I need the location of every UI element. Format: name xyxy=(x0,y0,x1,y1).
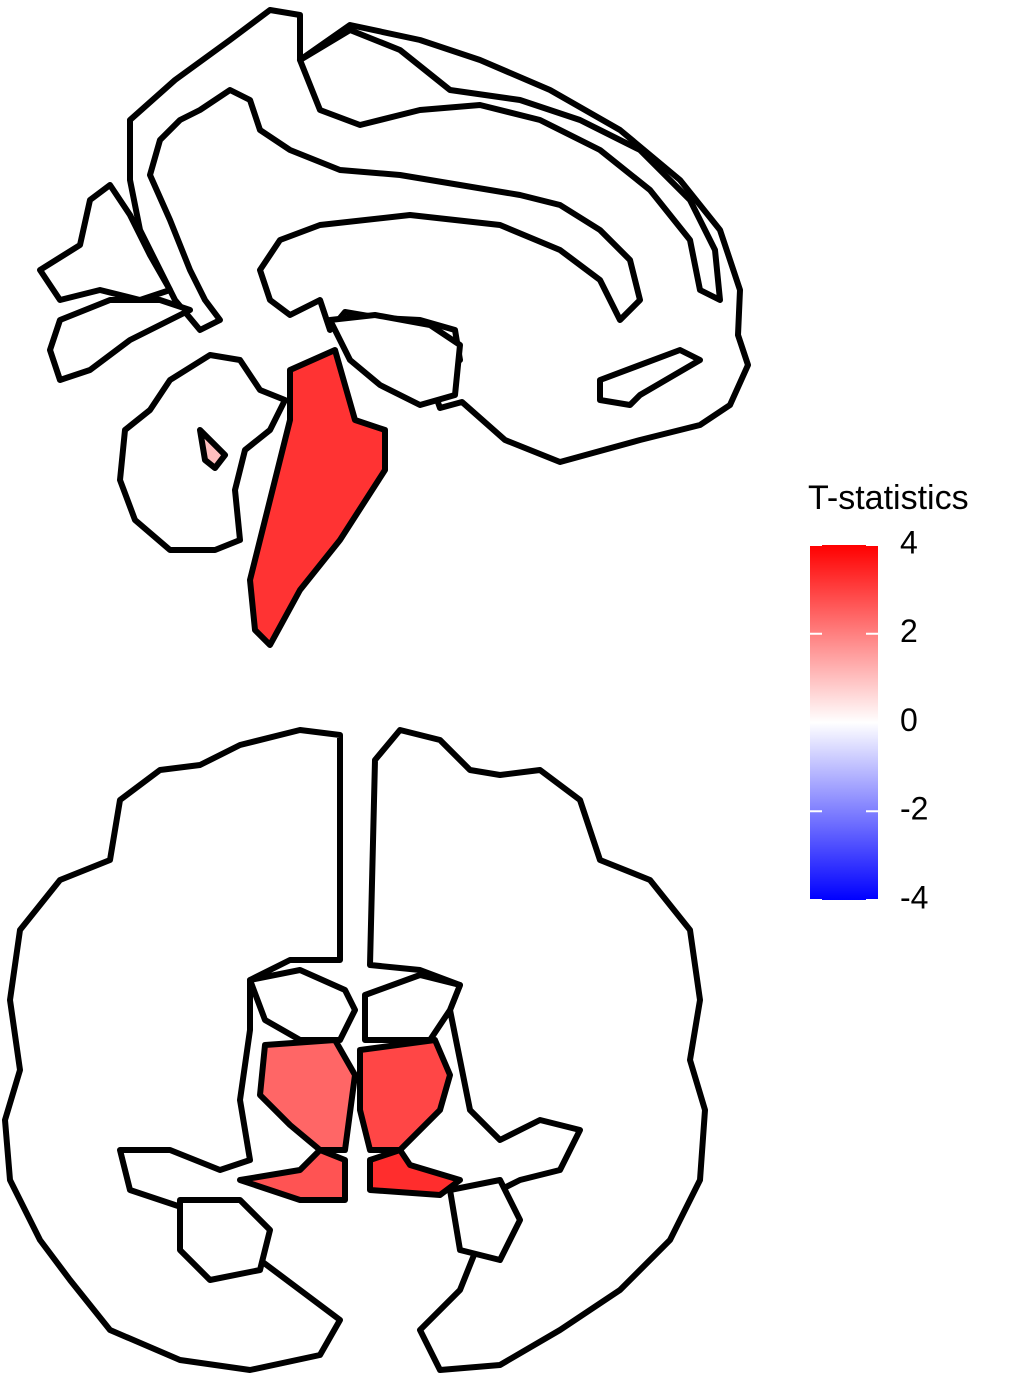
legend-title: T-statistics xyxy=(808,479,969,517)
region xyxy=(197,427,228,471)
region xyxy=(367,1147,463,1198)
outline xyxy=(37,182,193,383)
outline xyxy=(127,7,751,465)
outline xyxy=(327,312,463,408)
outline xyxy=(597,347,703,408)
tick-label: 2 xyxy=(900,613,918,649)
region xyxy=(237,1147,348,1203)
outline xyxy=(247,967,463,1043)
tick-label: 0 xyxy=(900,702,918,738)
region xyxy=(247,347,388,648)
outline xyxy=(297,27,723,303)
outline xyxy=(177,1177,523,1283)
tick-label: -4 xyxy=(900,879,928,915)
region xyxy=(257,1037,358,1153)
outline xyxy=(2,727,343,1373)
sagittal-view xyxy=(37,7,751,553)
coronal-view xyxy=(2,727,708,1373)
tick-label: -2 xyxy=(900,791,928,827)
tick-label: 4 xyxy=(900,524,918,560)
region xyxy=(357,1037,453,1153)
outline xyxy=(367,727,708,1373)
